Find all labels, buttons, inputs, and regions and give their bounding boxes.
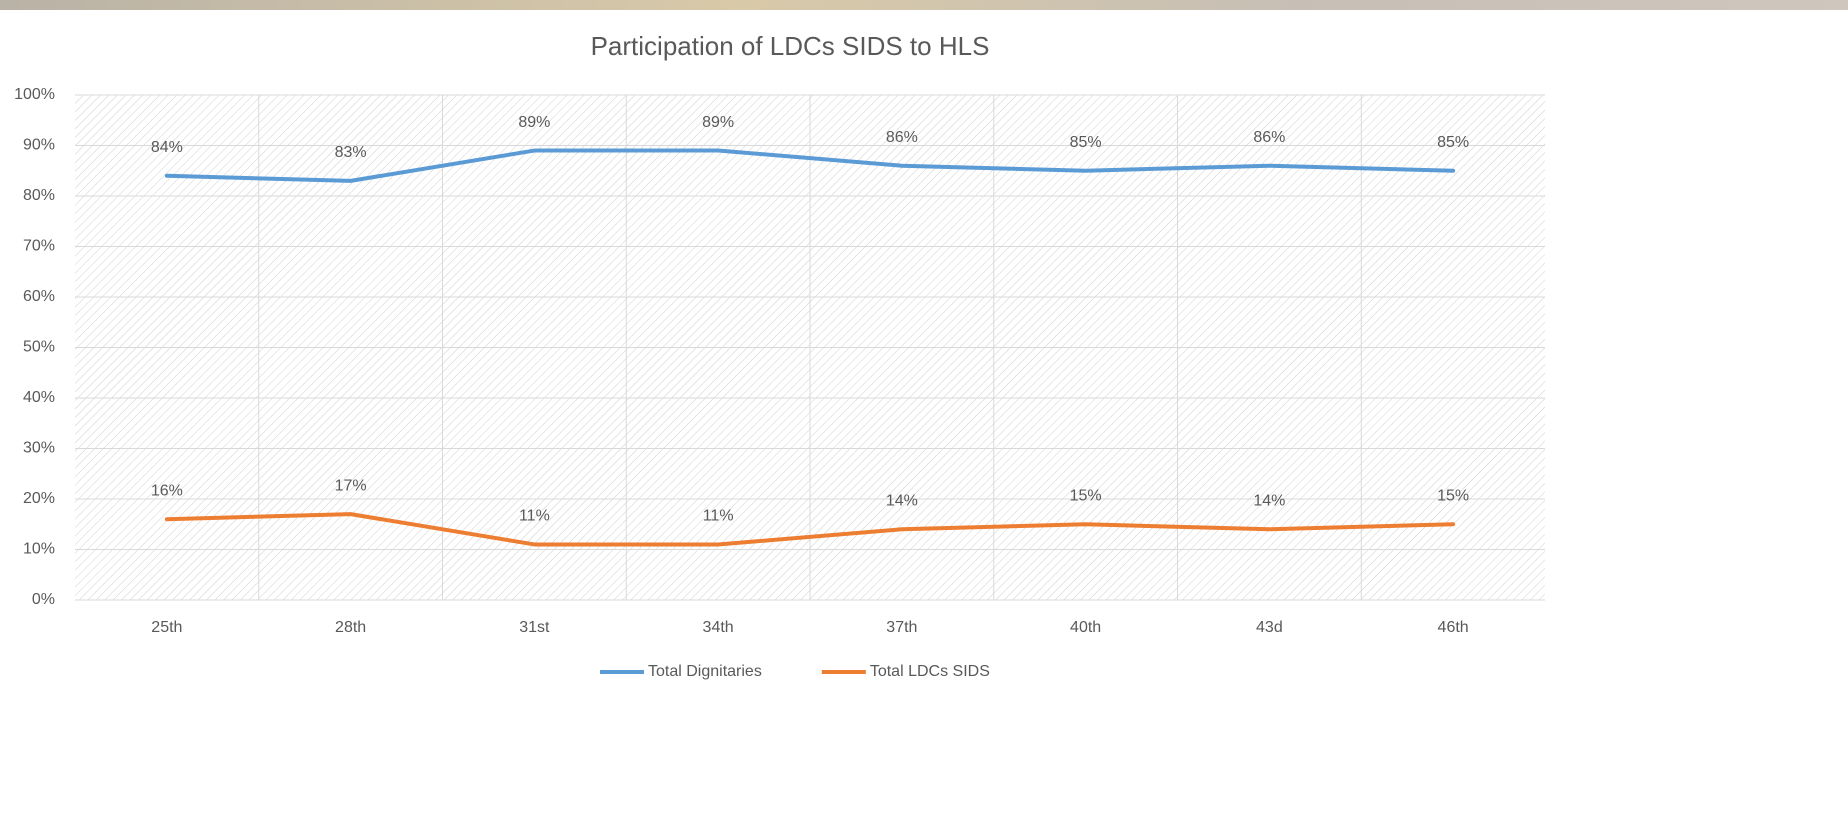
y-tick-label: 60% xyxy=(23,288,55,305)
x-tick-label: 43d xyxy=(1256,619,1283,636)
data-label: 14% xyxy=(886,493,918,510)
data-label: 89% xyxy=(702,114,734,131)
data-label: 89% xyxy=(518,114,550,131)
y-tick-label: 0% xyxy=(32,591,55,608)
y-tick-label: 30% xyxy=(23,440,55,457)
y-tick-label: 100% xyxy=(14,86,55,103)
y-tick-label: 80% xyxy=(23,187,55,204)
x-tick-label: 34th xyxy=(703,619,734,636)
data-label: 83% xyxy=(335,144,367,161)
data-label: 85% xyxy=(1437,134,1469,151)
series-line xyxy=(164,148,1456,183)
y-tick-label: 50% xyxy=(23,339,55,356)
series-line xyxy=(164,512,1456,547)
data-label: 85% xyxy=(1070,134,1102,151)
y-tick-label: 90% xyxy=(23,137,55,154)
data-label: 86% xyxy=(1253,129,1285,146)
y-tick-label: 70% xyxy=(23,238,55,255)
data-label: 15% xyxy=(1070,487,1102,504)
data-label: 15% xyxy=(1437,487,1469,504)
x-tick-label: 46th xyxy=(1438,619,1469,636)
data-label: 16% xyxy=(151,482,183,499)
data-label: 84% xyxy=(151,139,183,156)
x-tick-label: 37th xyxy=(886,619,917,636)
legend-label: Total Dignitaries xyxy=(648,663,762,680)
data-label: 11% xyxy=(519,508,550,525)
y-tick-label: 10% xyxy=(23,541,55,558)
y-tick-label: 40% xyxy=(23,389,55,406)
data-label: 11% xyxy=(703,508,734,525)
y-tick-label: 20% xyxy=(23,490,55,507)
data-label: 14% xyxy=(1253,493,1285,510)
x-tick-label: 25th xyxy=(151,619,182,636)
data-label: 86% xyxy=(886,129,918,146)
data-label: 17% xyxy=(335,477,367,494)
x-tick-label: 31st xyxy=(519,619,550,636)
x-tick-label: 28th xyxy=(335,619,366,636)
chart-title: Participation of LDCs SIDS to HLS xyxy=(591,31,990,61)
banner-strip xyxy=(0,0,1848,10)
legend-label: Total LDCs SIDS xyxy=(870,663,990,680)
x-tick-label: 40th xyxy=(1070,619,1101,636)
